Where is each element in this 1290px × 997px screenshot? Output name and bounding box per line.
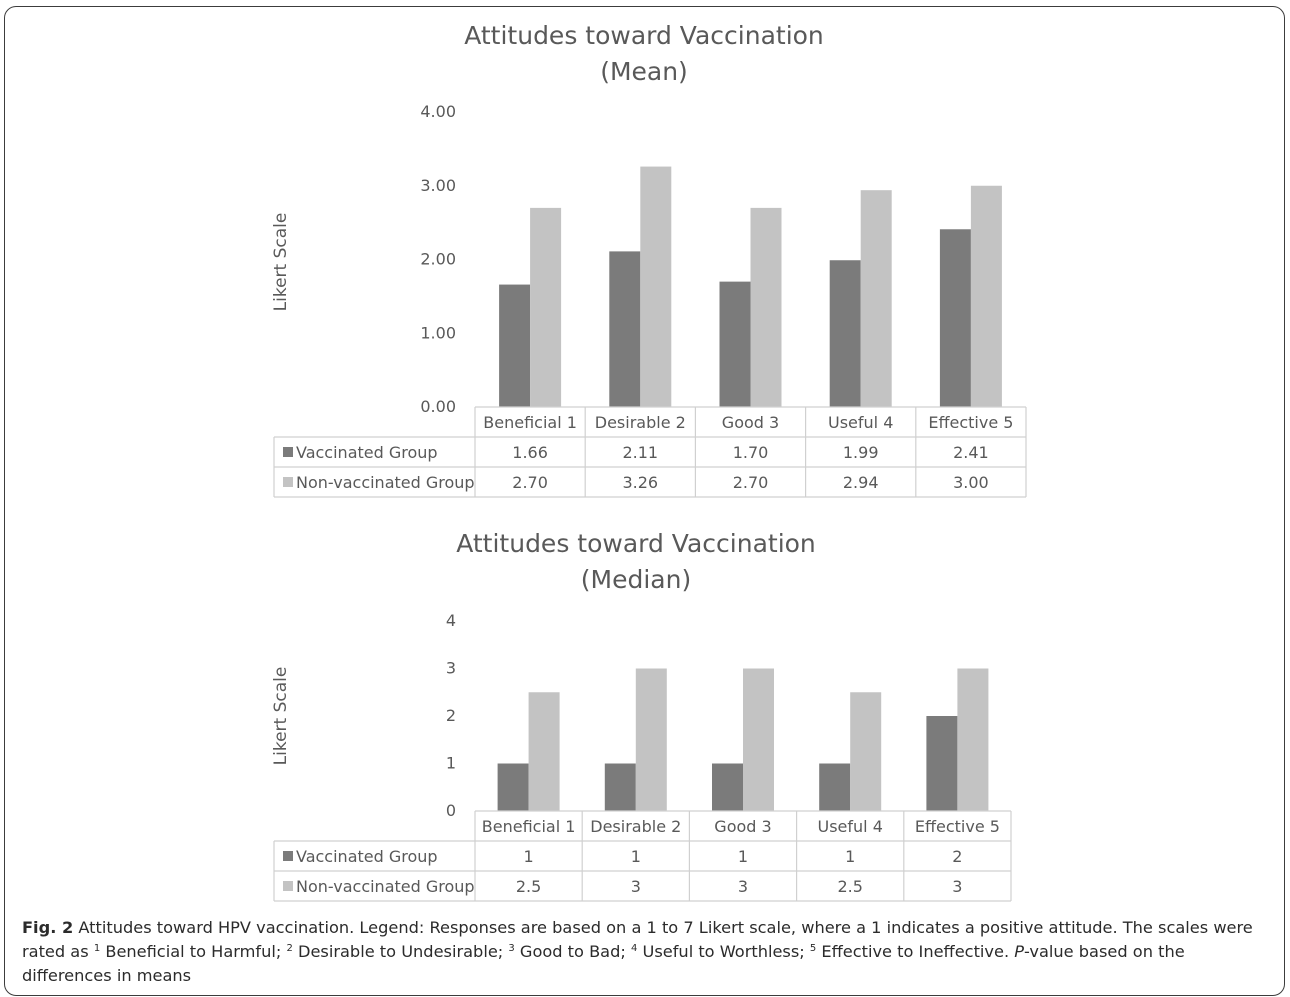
data-label: 1 (524, 847, 534, 866)
data-label: 3 (952, 877, 962, 896)
bar-vaccinated (609, 251, 641, 407)
x-tick-label: Useful 4 (818, 817, 883, 836)
data-label: 1.99 (843, 443, 879, 462)
y-tick-label: 2 (446, 706, 456, 725)
bar-non-vaccinated (640, 166, 672, 407)
figure-caption: Fig. 2 Attitudes toward HPV vaccination.… (22, 918, 1253, 985)
y-tick-label: 1 (446, 754, 456, 773)
bar-vaccinated (829, 260, 861, 407)
x-tick-label: Desirable 2 (595, 413, 686, 432)
data-label: 1.66 (512, 443, 548, 462)
x-tick-label: Desirable 2 (590, 817, 681, 836)
bar-vaccinated (926, 716, 958, 811)
x-tick-label: Useful 4 (828, 413, 893, 432)
legend-swatch-non-vaccinated (283, 477, 293, 487)
x-tick-label: Effective 5 (915, 817, 1000, 836)
data-label: 2.70 (512, 473, 548, 492)
bar-non-vaccinated (635, 668, 667, 811)
data-label: 2 (952, 847, 962, 866)
legend-label: Vaccinated Group (296, 443, 438, 462)
chart-1: Attitudes toward Vaccination (Mean) Likert… (271, 21, 1027, 498)
data-label: 2.5 (837, 877, 862, 896)
data-label: 3 (738, 877, 748, 896)
data-label: 3.00 (953, 473, 989, 492)
bar-non-vaccinated (528, 692, 560, 811)
data-label: 2.94 (843, 473, 879, 492)
y-tick-label: 0.00 (420, 397, 456, 416)
bar-vaccinated (712, 763, 743, 811)
figure-label: Fig. 2 (22, 918, 74, 937)
bar-vaccinated (719, 281, 751, 407)
y-tick-label: 0 (446, 801, 456, 820)
bar-non-vaccinated (850, 692, 882, 811)
bar-non-vaccinated (743, 668, 774, 811)
data-label: 1 (845, 847, 855, 866)
legend-swatch-non-vaccinated (283, 881, 293, 891)
x-tick-label: Beneficial 1 (482, 817, 576, 836)
y-axis-label: Likert Scale (271, 213, 291, 312)
bar-non-vaccinated (970, 185, 1002, 407)
y-tick-label: 4.00 (420, 102, 456, 121)
y-tick-label: 3 (446, 659, 456, 678)
data-label: 2.70 (733, 473, 769, 492)
legend-label: Vaccinated Group (296, 847, 438, 866)
bar-vaccinated (497, 763, 529, 811)
data-label: 1.70 (733, 443, 769, 462)
figure-frame (4, 6, 1285, 996)
bar-non-vaccinated (957, 668, 989, 811)
x-tick-label: Effective 5 (928, 413, 1013, 432)
y-tick-label: 3.00 (420, 176, 456, 195)
data-label: 2.11 (622, 443, 658, 462)
y-tick-label: 4 (446, 611, 456, 630)
legend-label: Non-vaccinated Group (296, 877, 475, 896)
bar-vaccinated (939, 229, 971, 407)
chart-title: Attitudes toward Vaccination (456, 529, 816, 558)
legend-swatch-vaccinated (283, 851, 293, 861)
bar-vaccinated (819, 763, 851, 811)
data-label: 2.41 (953, 443, 989, 462)
data-label: 1 (631, 847, 641, 866)
bar-non-vaccinated (860, 190, 892, 407)
legend-swatch-vaccinated (283, 447, 293, 457)
chart-subtitle: (Median) (581, 565, 691, 594)
data-label: 3.26 (622, 473, 658, 492)
data-label: 3 (631, 877, 641, 896)
data-label: 1 (738, 847, 748, 866)
data-label: 2.5 (516, 877, 541, 896)
chart-2: Attitudes toward Vaccination (Median) Like… (271, 529, 1012, 902)
bar-vaccinated (499, 284, 531, 407)
y-tick-label: 1.00 (420, 323, 456, 342)
chart-title: Attitudes toward Vaccination (464, 21, 824, 50)
chart-subtitle: (Mean) (600, 57, 688, 86)
x-tick-label: Good 3 (722, 413, 779, 432)
bar-vaccinated (604, 763, 636, 811)
x-tick-label: Beneficial 1 (483, 413, 577, 432)
charts-canvas: Attitudes toward Vaccination (Mean) Likert… (271, 21, 1027, 902)
bar-non-vaccinated (530, 207, 562, 407)
y-axis-label: Likert Scale (271, 667, 291, 766)
x-tick-label: Good 3 (714, 817, 771, 836)
y-tick-label: 2.00 (420, 250, 456, 269)
legend-label: Non-vaccinated Group (296, 473, 475, 492)
bar-non-vaccinated (750, 207, 782, 407)
